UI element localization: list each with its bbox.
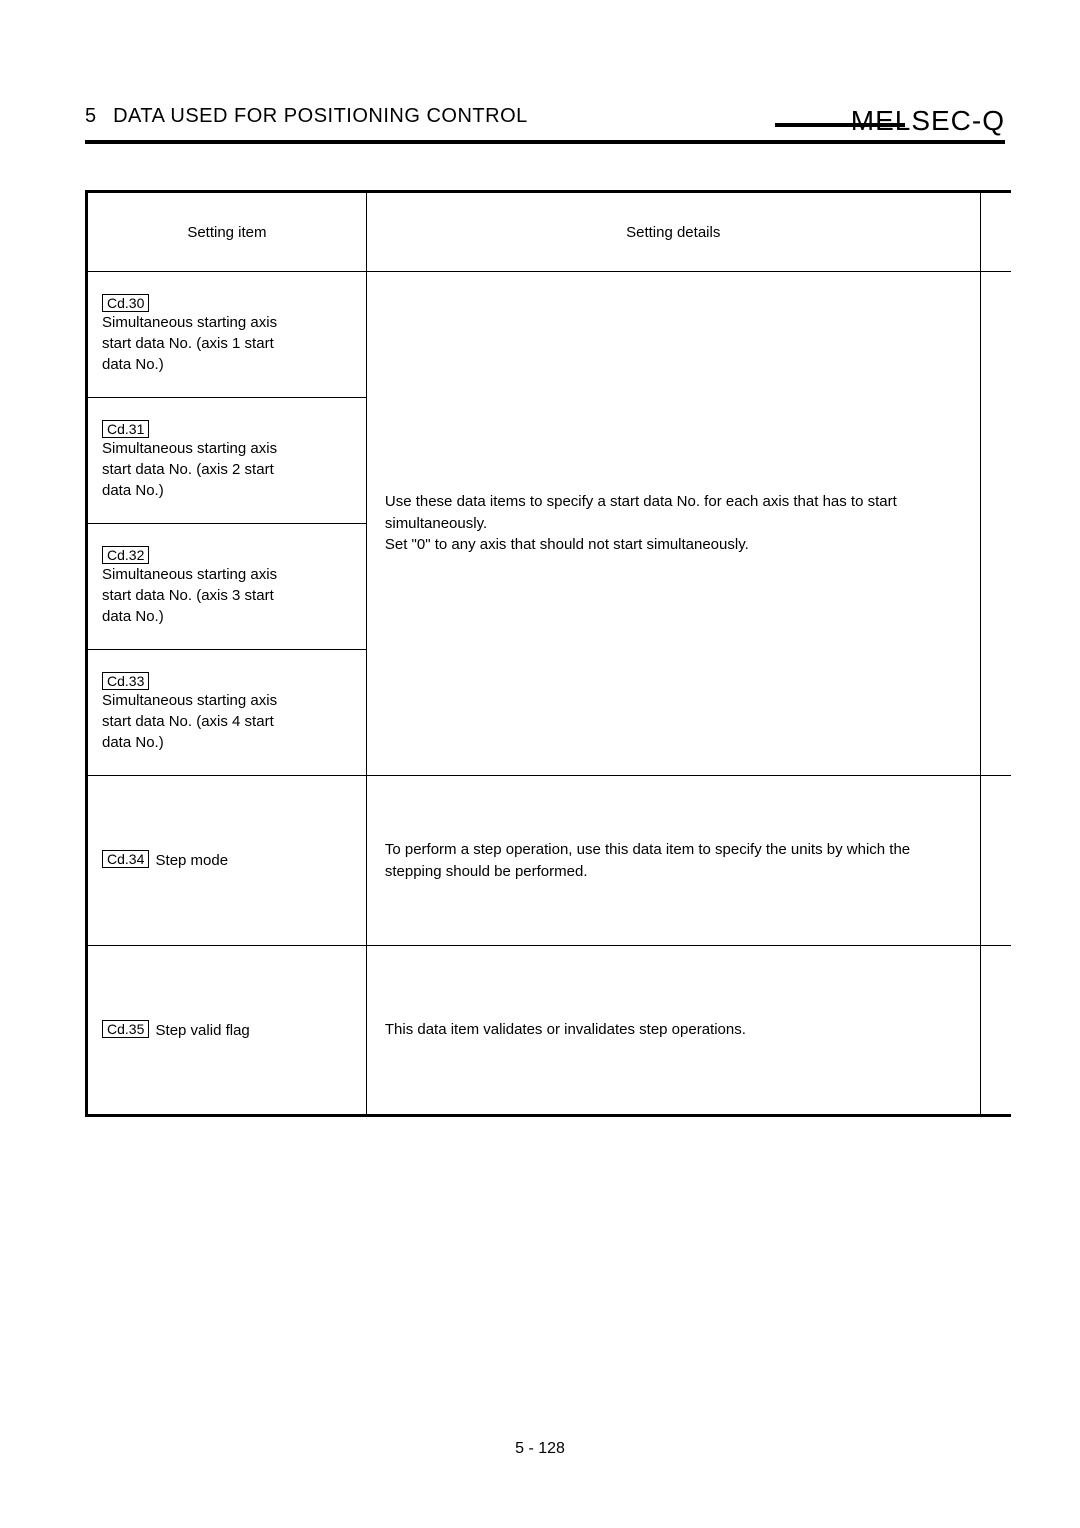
stub-cell: [980, 776, 1011, 946]
details-text: To perform a step operation, use this da…: [385, 839, 962, 883]
code-label: Cd.33: [102, 672, 149, 690]
stub-cell: [980, 946, 1011, 1116]
item-label: Simultaneous starting axis start data No…: [102, 564, 302, 627]
header-rule: [85, 140, 1005, 144]
item-label: Step valid flag: [156, 1020, 250, 1041]
section-title: DATA USED FOR POSITIONING CONTROL: [113, 105, 528, 127]
table-row: Cd.32 Simultaneous starting axis start d…: [87, 524, 367, 650]
code-label: Cd.34: [102, 850, 149, 868]
section-number: 5: [85, 105, 97, 127]
code-label: Cd.32: [102, 546, 149, 564]
table-row: Cd.35 Step valid flag: [87, 946, 367, 1116]
code-label: Cd.30: [102, 294, 149, 312]
settings-table: Setting item Setting details Cd.30 Simul…: [85, 190, 1011, 1117]
details-text: Set "0" to any axis that should not star…: [385, 534, 962, 556]
item-label: Simultaneous starting axis start data No…: [102, 312, 302, 375]
page-number: 5 - 128: [0, 1440, 1080, 1458]
header-setting-item: Setting item: [87, 192, 367, 272]
details-cell: To perform a step operation, use this da…: [366, 776, 980, 946]
brand-label: MELSEC-Q: [851, 105, 1005, 137]
item-label: Simultaneous starting axis start data No…: [102, 438, 302, 501]
header-setting-details: Setting details: [366, 192, 980, 272]
code-label: Cd.35: [102, 1020, 149, 1038]
table-row: Cd.33 Simultaneous starting axis start d…: [87, 650, 367, 776]
code-label: Cd.31: [102, 420, 149, 438]
details-cell: This data item validates or invalidates …: [366, 946, 980, 1116]
details-cell: Use these data items to specify a start …: [366, 272, 980, 776]
details-text: This data item validates or invalidates …: [385, 1019, 962, 1041]
table-row: Cd.31 Simultaneous starting axis start d…: [87, 398, 367, 524]
stub-header: [980, 192, 1011, 272]
table-row: Cd.30 Simultaneous starting axis start d…: [87, 272, 367, 398]
stub-cell: [980, 272, 1011, 776]
page-header: 5 DATA USED FOR POSITIONING CONTROL MELS…: [85, 105, 1005, 128]
details-text: Use these data items to specify a start …: [385, 491, 962, 535]
table-row: Cd.34 Step mode: [87, 776, 367, 946]
item-label: Step mode: [156, 850, 229, 871]
item-label: Simultaneous starting axis start data No…: [102, 690, 302, 753]
